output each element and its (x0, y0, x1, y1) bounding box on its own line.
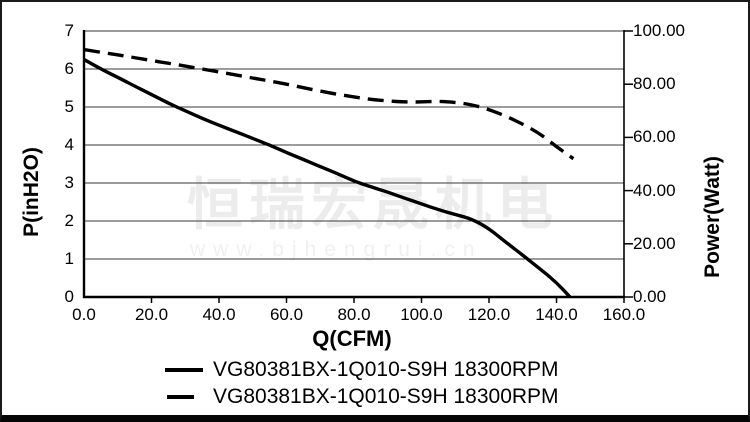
legend-solid-line-icon (165, 368, 203, 372)
x-tick-label: 20.0 (134, 305, 169, 324)
y-tick-label-right: 40.00 (633, 180, 676, 200)
right-axis-title: Power(Watt) (701, 156, 724, 278)
y-tick-label-left: 6 (64, 59, 74, 78)
y-tick-label-left: 4 (64, 135, 74, 154)
y-tick-label-left: 0 (64, 287, 74, 306)
x-tick-label: 60.0 (269, 305, 304, 324)
x-tick-label: 140.0 (535, 305, 578, 324)
y-tick-label-right: 0.00 (633, 287, 667, 306)
y-tick-label-left: 5 (64, 97, 74, 116)
legend-label: VG80381BX-1Q010-S9H 18300RPM (213, 385, 559, 408)
y-tick-label-right: 60.00 (633, 127, 676, 147)
y-tick-label-left: 3 (64, 173, 74, 192)
x-tick-label: 160.0 (602, 305, 646, 324)
x-tick-label: 100.0 (400, 305, 443, 324)
legend-item-pressure: VG80381BX-1Q010-S9H 18300RPM (165, 358, 559, 382)
pressure-curve (83, 58, 572, 299)
left-axis-title: P(inH2O) (20, 147, 43, 237)
plot-area (82, 30, 633, 303)
legend-label: VG80381BX-1Q010-S9H 18300RPM (213, 358, 559, 381)
x-tick-label: 80.0 (337, 305, 371, 324)
y-tick-label-left: 7 (64, 21, 74, 40)
legend-dashed-line-icon (165, 395, 203, 399)
y-tick-label-right: 100.00 (633, 21, 685, 40)
x-tick-label: 120.0 (467, 305, 511, 324)
y-tick-label-left: 1 (64, 249, 74, 268)
power-curve (83, 47, 575, 161)
x-tick-label: 40.0 (202, 305, 236, 324)
y-tick-label-right: 20.00 (633, 233, 676, 253)
y-tick-label-left: 2 (64, 211, 74, 230)
y-tick-label-right: 80.00 (633, 74, 676, 94)
x-tick-label: 0.0 (72, 305, 96, 324)
watermark-url-text: www.bjhengrui.cn (190, 238, 483, 261)
legend-item-power: VG80381BX-1Q010-S9H 18300RPM (165, 385, 559, 409)
x-axis-title: Q(CFM) (312, 326, 392, 351)
